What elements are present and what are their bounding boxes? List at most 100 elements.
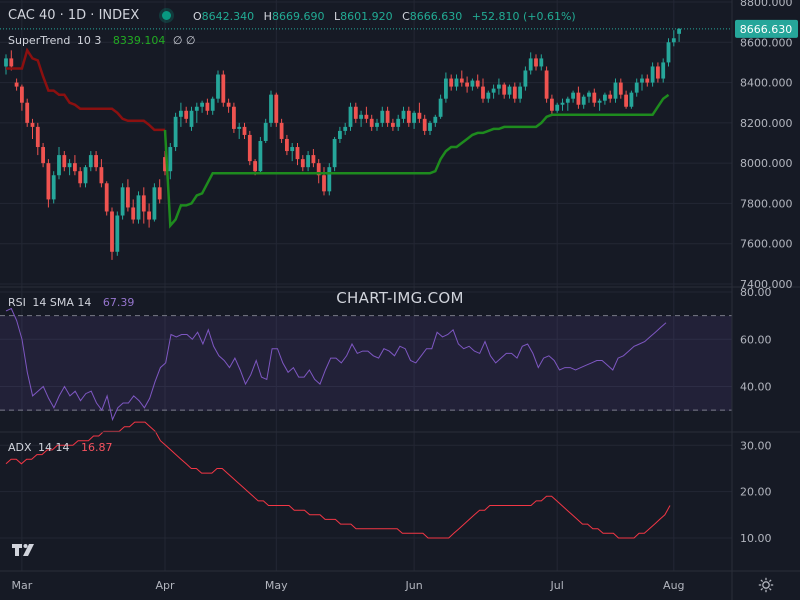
candle-body [14,82,19,87]
candle-body [311,155,316,164]
candle-body [454,78,459,87]
candle-up [179,102,183,127]
candle-up [444,72,448,103]
candle-body [671,38,676,43]
adx-line-group [5,421,671,539]
rsi-band [0,316,732,411]
candle-body [518,86,522,99]
candle-body [656,66,660,79]
candle-body [369,118,374,127]
candle-body [565,98,570,103]
candle-body [290,147,295,152]
candle-body [131,207,136,220]
candle-up [332,136,337,172]
candle-body [348,106,353,127]
candle-body [401,110,406,119]
price-tick-label: 8400.000 [740,77,793,90]
candle-body [486,92,491,99]
candle-up [603,92,607,105]
low-label: L [333,10,341,23]
candle-down [300,155,305,172]
candle-up [200,100,204,113]
supertrend-up-line [163,93,670,229]
candle-up [528,52,533,75]
candle-body [232,106,236,129]
close-label: C [402,10,410,23]
candle-down [656,62,660,83]
candle-up [306,151,310,172]
candle-body [412,112,416,123]
adx-legend[interactable]: ADX 14 14 16.87 [8,441,113,454]
candle-body [104,183,109,212]
rsi-name: RSI [8,296,26,309]
candle-body [666,42,671,63]
candle-down [576,86,581,109]
candle-body [603,94,607,101]
candle-body [141,195,146,212]
candle-body [449,78,454,87]
candle-body [624,94,628,107]
candle-up [327,163,332,196]
candle-up [136,191,141,224]
candle-body [555,104,560,111]
candle-up [88,151,93,172]
candle-body [20,86,24,103]
candle-down [78,167,83,188]
time-tick-label: Jul [550,579,564,592]
candle-down [14,78,19,91]
candle-body [253,161,257,172]
candle-up [194,102,199,123]
candle-body [444,78,448,99]
candle-up [343,122,348,135]
candle-body [560,102,565,105]
candle-down [449,74,454,91]
candle-body [83,167,88,184]
candle-up [210,96,215,115]
candle-up [57,147,61,180]
candle-down [322,167,326,196]
candle-body [88,155,93,168]
candle-down [25,98,30,127]
candle-up [412,110,416,129]
high-value: 8669.690 [271,10,325,23]
candle-body [481,86,485,99]
candle-body [210,98,215,111]
candle-up [571,90,575,103]
candle-down [131,199,136,224]
candle-body [41,147,45,164]
candle-down [608,90,613,103]
candle-up [507,84,512,99]
candle-down [502,82,507,99]
candle-down [385,106,390,127]
candle-up [263,118,268,143]
candle-down [550,94,554,115]
candle-body [300,159,305,168]
candle-body [332,138,337,168]
rsi-legend[interactable]: RSI 14 SMA 14 67.39 [8,296,134,309]
candle-up [560,98,565,111]
time-tick-label: Apr [155,579,175,592]
candle-up [539,54,544,71]
candle-up [168,143,173,180]
candle-body [380,110,385,123]
tradingview-logo-icon[interactable] [12,541,38,559]
symbol-title[interactable]: CAC 40 · 1D · INDEX [8,8,140,23]
candle-body [25,102,30,123]
supertrend-legend[interactable]: SuperTrend 10 3 8339.104 ∅ ∅ [8,34,196,47]
candle-body [115,215,120,252]
gear-icon[interactable] [758,577,774,593]
candle-down [645,74,650,87]
candle-up [83,165,88,188]
candle-body [316,163,321,176]
candle-down [353,102,358,123]
candle-up [4,54,8,75]
candle-body [459,78,464,83]
time-tick-label: Mar [12,579,33,592]
candle-down [242,122,247,139]
adx-value: 16.87 [81,441,113,454]
candle-up [433,114,438,127]
candle-up [216,70,220,103]
candle-up [613,78,618,103]
